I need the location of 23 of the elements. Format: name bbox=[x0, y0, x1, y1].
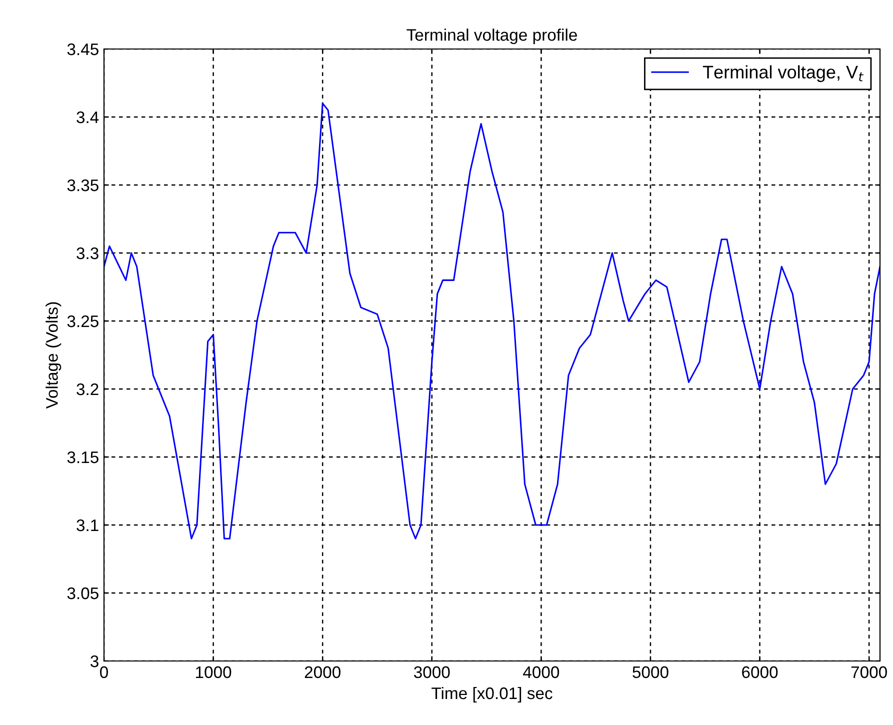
y-tick-label: 3.3 bbox=[76, 247, 98, 260]
x-tick-label: 0 bbox=[100, 666, 108, 678]
y-tick-label: 3.2 bbox=[76, 383, 98, 396]
x-tick-label: 5000 bbox=[632, 666, 668, 678]
x-tick-label: 7000 bbox=[851, 666, 887, 678]
chart-title: Terminal voltage profile bbox=[406, 28, 577, 44]
y-tick-label: 3.35 bbox=[67, 179, 98, 192]
x-tick-label: 3000 bbox=[414, 666, 450, 678]
x-tick-label: 4000 bbox=[523, 666, 560, 678]
x-tick-label: 2000 bbox=[304, 666, 340, 678]
y-axis-title: Voltage (Volts) bbox=[46, 302, 62, 409]
y-tick-label: 3.05 bbox=[67, 587, 98, 600]
line-series bbox=[104, 102, 880, 540]
y-tick-label: 3.25 bbox=[67, 315, 98, 328]
y-tick-label: 3 bbox=[90, 655, 98, 668]
y-tick-label: 3.1 bbox=[76, 519, 98, 532]
x-tick-label: 1000 bbox=[196, 666, 232, 678]
x-tick-label: 6000 bbox=[742, 666, 778, 678]
legend-label: Terminal voltage, V$_{t}$ bbox=[702, 65, 864, 82]
y-tick-label: 3.45 bbox=[67, 43, 98, 56]
y-tick-label: 3.15 bbox=[67, 451, 98, 464]
x-axis-title: Time [x0.01] sec bbox=[432, 686, 552, 702]
y-tick-label: 3.4 bbox=[76, 111, 99, 124]
